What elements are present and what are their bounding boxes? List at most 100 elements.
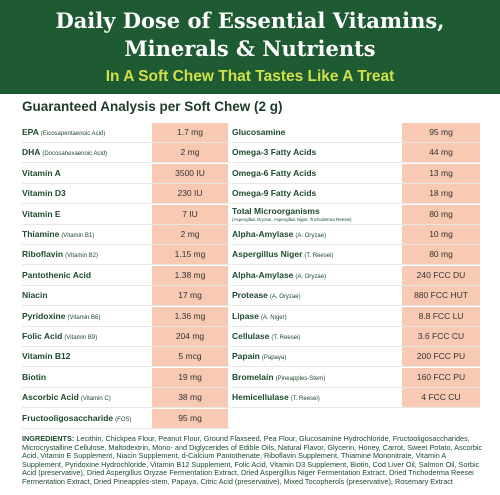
nutrient-name: Omega-3 Fatty Acids — [232, 147, 317, 158]
ingredients-label: INGREDIENTS: — [22, 434, 75, 443]
amount: 880 FCC HUT — [402, 286, 480, 306]
nutrient-name: Hemicellulase — [232, 392, 289, 403]
nutrient-note: (Vitamin B1) — [61, 233, 95, 239]
row-name: Protease (A. Oryzae) — [232, 286, 301, 305]
amount: 200 FCC PU — [402, 347, 480, 367]
nutrient-note: (Papaya) — [261, 355, 287, 362]
row: Lipase (A. Niger) 8.8 FCC LU — [232, 306, 480, 327]
amount: 10 mg — [402, 225, 480, 244]
nutrient-note: (T. Reesei) — [304, 253, 334, 260]
amount: 240 FCC DU — [402, 265, 480, 285]
row: Total Microorganisms (Aspergillus Oryzae,… — [232, 204, 480, 225]
amount: 1.15 mg — [152, 245, 228, 265]
nutrient-name: Cellulase — [232, 331, 270, 341]
row: Vitamin A 3500 IU — [22, 163, 230, 184]
ingredients-text: Lecithin, Chickpea Flour, Peanut Flour, … — [22, 434, 483, 486]
row: Fructooligosaccharide (FOS) 95 mg — [22, 408, 230, 429]
nutrient-note: (Vitamin B9) — [64, 335, 98, 341]
nutrient-name: Riboflavin — [22, 249, 64, 260]
row-name: Niacin — [22, 286, 48, 305]
row: Thiamine (Vitamin B1) 2 mg — [22, 225, 230, 245]
row-name: Vitamin B12 — [22, 347, 71, 366]
row-name: Fructooligosaccharide (FOS) — [22, 409, 132, 428]
row: Vitamin D3 230 IU — [22, 184, 230, 205]
amount: 230 IU — [152, 184, 228, 204]
row-name: Omega-9 Fatty Acids — [232, 184, 316, 203]
row: Folic Acid (Vitamin B9) 204 mg — [22, 327, 230, 347]
subtitle: In A Soft Chew That Tastes Like A Treat — [105, 68, 395, 85]
row: Pantothenic Acid 1.38 mg — [22, 265, 230, 286]
nutrient-name: Bromelain — [232, 371, 274, 382]
nutrient-name: Folic Acid — [22, 331, 63, 341]
amount: 95 mg — [402, 123, 480, 142]
row: Niacin 17 mg — [22, 286, 230, 307]
row: DHA (Docosahexaenoic Acid) 2 mg — [22, 143, 230, 164]
amount: 80 mg — [402, 245, 480, 265]
nutrient-note: (A. Oryzae) — [269, 294, 301, 301]
nutrient-note: (A. Oryzae) — [295, 233, 327, 239]
nutrient-note: (FOS) — [115, 416, 132, 423]
title: Minerals & Nutrients — [124, 36, 376, 61]
row-name: Bromelain (Pineapples-Stem) — [232, 368, 325, 387]
amount: 80 mg — [402, 204, 480, 224]
row: Papain (Papaya) 200 FCC PU — [232, 347, 480, 368]
row: Glucosamine 95 mg — [232, 123, 480, 143]
row: Omega-6 Fatty Acids 13 mg — [232, 163, 480, 184]
row: Vitamin E 7 IU — [22, 204, 230, 225]
row-name: Vitamin E — [22, 205, 61, 224]
nutrient-name: EPA — [22, 127, 39, 137]
nutrient-name: Niacin — [22, 290, 48, 301]
nutrient-name: Biotin — [22, 371, 47, 382]
row: Hemicellulase (T. Reesei) 4 FCC CU — [232, 388, 480, 409]
row: Aspergillus Niger (T. Reesei) 80 mg — [232, 245, 480, 266]
nutrient-name: Pantothenic Acid — [22, 269, 92, 280]
nutrient-name: DHA — [22, 147, 41, 158]
row-name: Total Microorganisms — [232, 205, 320, 224]
nutrient-name: Papain — [232, 351, 260, 362]
nutrient-note: (Vitamin B6) — [67, 314, 101, 321]
amount: 17 mg — [152, 286, 228, 306]
row-name: Pantothenic Acid — [22, 266, 91, 285]
row: Omega-9 Fatty Acids 18 mg — [232, 184, 480, 205]
nutrient-name: Vitamin D3 — [22, 188, 66, 199]
amount: 3.6 FCC CU — [402, 327, 480, 346]
row: Cellulase (T. Reesei) 3.6 FCC CU — [232, 327, 480, 347]
nutrient-note: (Eicosapentaenoic Acid) — [40, 131, 106, 137]
amount: 1.7 mg — [152, 123, 228, 142]
nutrient-note: (Pineapples-Stem) — [275, 375, 326, 382]
nutrient-name: Pyridoxine — [22, 310, 66, 321]
row: Biotin 19 mg — [22, 367, 230, 388]
row: Alpha-Amylase (A. Oryzae) 240 FCC DU — [232, 265, 480, 286]
row: Omega-3 Fatty Acids 44 mg — [232, 143, 480, 164]
row-name: Glucosamine — [232, 123, 285, 142]
nutrient-note: (A. Oryzae) — [295, 273, 327, 280]
row-name: Omega-6 Fatty Acids — [232, 164, 316, 183]
row-name: Aspergillus Niger (T. Reesei) — [232, 245, 333, 264]
nutrient-name: Aspergillus Niger — [232, 249, 303, 260]
nutrient-note: (T. Reesei) — [290, 396, 320, 403]
title: Daily Dose of Essential Vitamins, — [55, 8, 445, 33]
nutrient-note: (T. Reesei) — [271, 335, 301, 341]
nutrient-note: (Aspergillus Oryzae, Aspergillus Niger, … — [232, 216, 352, 222]
nutrient-name: Omega-9 Fatty Acids — [232, 188, 317, 199]
row-name: Omega-3 Fatty Acids — [232, 143, 316, 162]
row-name: Riboflavin (Vitamin B2) — [22, 245, 98, 264]
amount: 19 mg — [152, 367, 228, 387]
row-name: Alpha-Amylase (A. Oryzae) — [232, 225, 326, 244]
row-name: Thiamine (Vitamin B1) — [22, 225, 94, 244]
row: Protease (A. Oryzae) 880 FCC HUT — [232, 286, 480, 307]
amount: 44 mg — [402, 143, 480, 163]
amount: 13 mg — [402, 163, 480, 183]
nutrient-name: Thiamine — [22, 229, 60, 239]
amount: 18 mg — [402, 184, 480, 204]
nutrient-name: Total Microorganisms — [232, 205, 320, 216]
header-band — [0, 0, 500, 94]
nutrient-name: Vitamin A — [22, 167, 61, 178]
row: Riboflavin (Vitamin B2) 1.15 mg — [22, 245, 230, 266]
nutrient-name: Glucosamine — [232, 127, 286, 137]
amount: 38 mg — [152, 388, 228, 408]
nutrient-name: Alpha-Amylase — [232, 229, 294, 239]
nutrient-note: (Vitamin C) — [80, 396, 111, 403]
row-name: Alpha-Amylase (A. Oryzae) — [232, 266, 326, 285]
